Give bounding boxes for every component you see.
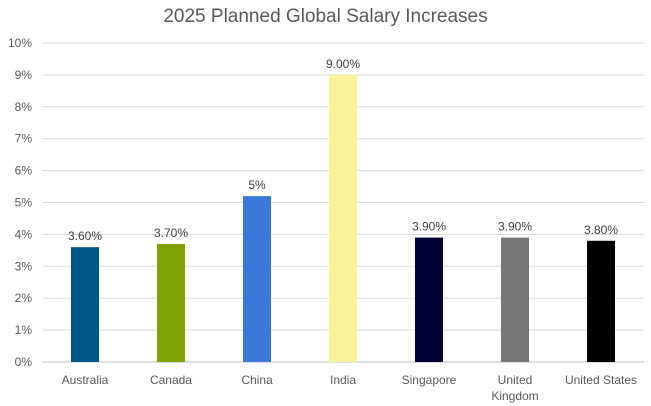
x-axis-ticks: Australia Canada China India Singapore United… (62, 373, 637, 403)
data-label: 9.00% (326, 57, 360, 71)
bar (157, 243, 185, 362)
y-tick-label: 8% (15, 100, 33, 114)
y-tick-label: 5% (15, 196, 33, 210)
y-tick-label: 7% (15, 132, 33, 146)
y-tick-label: 10% (8, 36, 32, 50)
bar (501, 237, 529, 362)
y-tick-label: 2% (15, 291, 33, 305)
bar (587, 240, 615, 362)
x-tick-label: Kingdom (491, 389, 538, 403)
bar (71, 247, 99, 362)
x-tick-label: Canada (150, 373, 192, 387)
data-label: 5% (248, 178, 266, 192)
data-labels: 3.60% 3.70% 5% 9.00% 3.90% 3.90% 3.80% (68, 57, 618, 243)
y-tick-label: 4% (15, 227, 33, 241)
data-label: 3.60% (68, 229, 102, 243)
x-tick-label: United States (565, 373, 637, 387)
chart-title: 2025 Planned Global Salary Increases (163, 6, 488, 27)
bar (415, 237, 443, 362)
x-tick-label: China (241, 373, 273, 387)
y-axis-ticks: 0% 1% 2% 3% 4% 5% 6% 7% 8% 9% 10% (8, 36, 32, 369)
y-tick-label: 6% (15, 164, 33, 178)
data-label: 3.70% (154, 226, 188, 240)
x-tick-label: India (330, 373, 356, 387)
bars (71, 74, 615, 363)
y-tick-label: 3% (15, 259, 33, 273)
y-tick-label: 1% (15, 323, 33, 337)
y-tick-label: 9% (15, 68, 33, 82)
x-tick-label: Singapore (402, 373, 457, 387)
x-tick-label: United (498, 373, 533, 387)
data-label: 3.80% (584, 223, 618, 237)
data-label: 3.90% (412, 220, 446, 234)
x-tick-label: Australia (62, 373, 109, 387)
bar (329, 74, 357, 363)
data-label: 3.90% (498, 220, 532, 234)
bar (243, 196, 271, 362)
y-tick-label: 0% (15, 355, 33, 369)
